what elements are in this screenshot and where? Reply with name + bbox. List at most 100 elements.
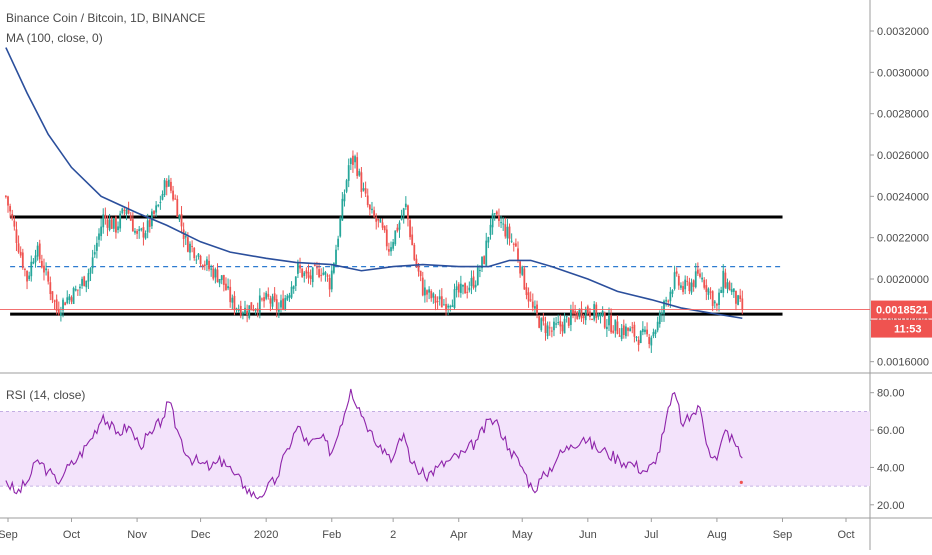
candle-body (125, 209, 128, 214)
candle-body (91, 257, 94, 269)
candle-body (402, 208, 405, 217)
candle-body (148, 219, 151, 227)
candle-body (87, 273, 90, 282)
candle-body (330, 270, 333, 290)
candle-body (216, 269, 219, 283)
candle-body (684, 279, 687, 290)
candle-body (686, 280, 689, 282)
rsi-alert-marker (739, 480, 743, 484)
candle-body (616, 321, 619, 334)
candle-body (311, 267, 314, 283)
candle-body (443, 304, 445, 306)
candle-body (366, 195, 369, 206)
candle-body (722, 270, 725, 293)
candle-body (138, 229, 141, 232)
candle-body (178, 215, 181, 220)
candle-body (324, 272, 327, 275)
candle-body (487, 236, 490, 243)
candle-body (599, 313, 602, 317)
candle-body (81, 278, 83, 286)
price-tick-label: 0.0016000 (877, 357, 929, 369)
candle-body (673, 272, 676, 289)
time-tick-label: Sep (773, 529, 793, 541)
candle-body (692, 280, 695, 287)
candle-body (445, 303, 447, 311)
candle-body (123, 209, 126, 212)
candle-body (172, 190, 174, 200)
candle-body (466, 291, 469, 293)
candle-body (159, 201, 162, 203)
candle-body (356, 157, 359, 176)
candle-body (449, 305, 452, 308)
time-tick-label: Nov (127, 529, 147, 541)
candle-body (567, 318, 570, 326)
time-tick-label: Apr (450, 529, 467, 541)
candle-body (523, 268, 526, 290)
candle-body (256, 308, 259, 312)
candle-body (180, 213, 183, 227)
candle-body (83, 276, 86, 286)
candle-body (364, 188, 367, 194)
candle-body (593, 304, 596, 320)
candle-body (705, 285, 708, 292)
candle-body (396, 227, 399, 232)
current-price-label: 0.0018521 (876, 305, 928, 317)
candle-body (60, 312, 62, 316)
time-tick-label: Feb (322, 529, 341, 541)
candle-body (699, 273, 701, 277)
candle-body (271, 296, 274, 307)
price-tick-label: 0.0020000 (877, 274, 929, 286)
candle-body (343, 194, 346, 202)
candle-body (309, 275, 312, 279)
candle-body (730, 289, 733, 293)
candle-body (115, 217, 117, 233)
rsi-tick-label: 40.00 (877, 462, 905, 474)
candle-body (612, 330, 615, 333)
candle-body (557, 321, 560, 324)
candle-body (197, 253, 200, 257)
candle-body (669, 291, 672, 302)
candle-body (419, 270, 422, 277)
candle-body (233, 295, 236, 311)
candle-body (650, 337, 653, 346)
candle-body (38, 243, 41, 260)
candle-body (360, 172, 363, 192)
candle-body (201, 265, 204, 267)
candle-body (531, 301, 534, 308)
candle-body (724, 272, 727, 288)
candle-body (339, 217, 342, 237)
candle-body (578, 309, 581, 317)
candle-body (32, 261, 35, 264)
candle-body (514, 243, 517, 247)
rsi-tick-label: 60.00 (877, 425, 905, 437)
rsi-band (0, 411, 870, 487)
ma-legend: MA (100, close, 0) (6, 31, 103, 45)
chart-title: Binance Coin / Bitcoin, 1D, BINANCE (6, 11, 206, 25)
candle-body (631, 327, 634, 329)
ma-line (5, 47, 743, 320)
candle-body (388, 249, 390, 252)
candle-body (68, 296, 71, 301)
candle-body (726, 282, 729, 290)
candle-body (648, 337, 651, 345)
candle-body (176, 199, 179, 217)
candle-body (538, 316, 541, 328)
candle-body (512, 243, 515, 245)
candle-body (390, 247, 392, 252)
candle-body (682, 286, 684, 292)
candle-body (104, 214, 107, 219)
candle-body (161, 194, 164, 200)
candle-body (641, 328, 644, 332)
candle-body (140, 228, 143, 230)
candle-body (625, 326, 627, 337)
candle-body (608, 315, 610, 326)
candle-body (269, 298, 272, 304)
candle-body (212, 268, 215, 279)
candle-body (53, 300, 56, 302)
candle-body (468, 287, 471, 291)
candle-body (40, 260, 43, 268)
candle-body (155, 205, 158, 213)
time-tick-label: Jun (579, 529, 597, 541)
candle-body (227, 286, 229, 289)
